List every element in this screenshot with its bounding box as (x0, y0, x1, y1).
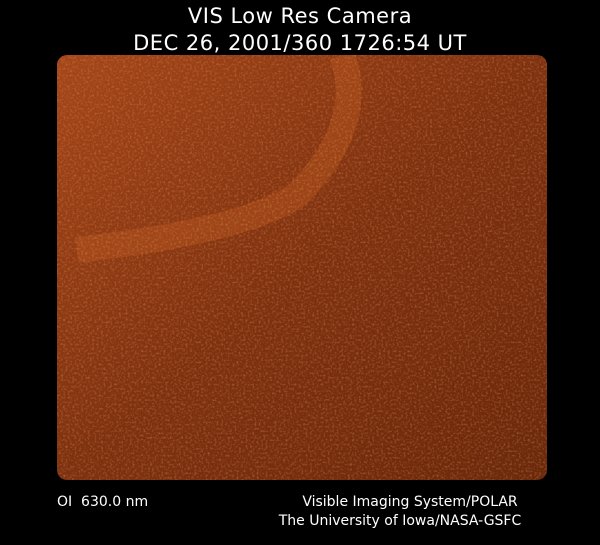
filter-wavelength: OI 630.0 nm (57, 494, 149, 510)
image-title: VIS Low Res Camera (187, 4, 413, 28)
camera-image (57, 55, 547, 480)
institution-credit: The University of Iowa/NASA-GSFC (278, 513, 522, 529)
system-credit: Visible Imaging System/POLAR (302, 494, 518, 510)
image-timestamp: DEC 26, 2001/360 1726:54 UT (133, 31, 467, 55)
